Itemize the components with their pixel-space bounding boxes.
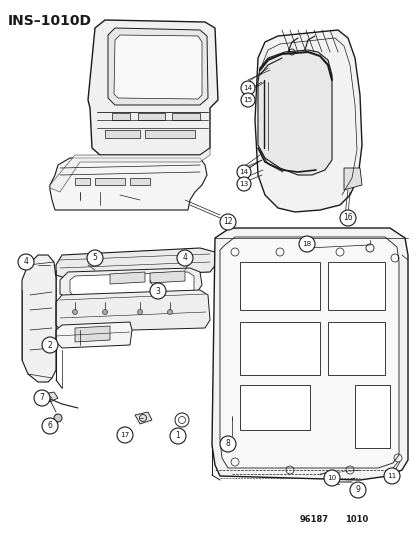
Circle shape	[384, 468, 400, 484]
Polygon shape	[22, 255, 56, 382]
Circle shape	[177, 250, 193, 266]
Polygon shape	[150, 271, 185, 283]
Circle shape	[241, 93, 255, 107]
Text: 1010: 1010	[345, 515, 368, 524]
Polygon shape	[240, 322, 320, 375]
Polygon shape	[135, 412, 152, 424]
Polygon shape	[220, 237, 399, 468]
Circle shape	[117, 427, 133, 443]
Polygon shape	[344, 168, 362, 190]
Text: 4: 4	[183, 254, 188, 262]
Circle shape	[340, 210, 356, 226]
Polygon shape	[328, 322, 385, 375]
Polygon shape	[50, 148, 210, 192]
Text: 8: 8	[226, 440, 230, 448]
Polygon shape	[108, 28, 208, 105]
Circle shape	[18, 254, 34, 270]
Circle shape	[220, 436, 236, 452]
Text: 14: 14	[239, 169, 249, 175]
Text: 18: 18	[303, 241, 312, 247]
Text: 5: 5	[93, 254, 98, 262]
Polygon shape	[172, 113, 200, 120]
Text: 3: 3	[156, 287, 161, 295]
Polygon shape	[110, 272, 145, 284]
Polygon shape	[88, 20, 218, 155]
Circle shape	[42, 418, 58, 434]
Circle shape	[150, 283, 166, 299]
Circle shape	[350, 482, 366, 498]
Polygon shape	[328, 262, 385, 310]
Text: 16: 16	[343, 214, 353, 222]
Polygon shape	[240, 385, 310, 430]
Polygon shape	[212, 228, 408, 480]
Polygon shape	[95, 178, 125, 185]
Circle shape	[34, 390, 50, 406]
Circle shape	[168, 310, 173, 314]
Text: INS–1010D: INS–1010D	[8, 14, 92, 28]
Circle shape	[170, 428, 186, 444]
Polygon shape	[75, 178, 90, 185]
Polygon shape	[56, 322, 132, 348]
Polygon shape	[240, 262, 320, 310]
Circle shape	[137, 310, 142, 314]
Circle shape	[54, 414, 62, 422]
Text: 14: 14	[243, 85, 253, 91]
Polygon shape	[255, 30, 362, 212]
Polygon shape	[138, 113, 165, 120]
Text: 2: 2	[48, 341, 52, 350]
Polygon shape	[44, 392, 58, 402]
Polygon shape	[56, 290, 210, 332]
Circle shape	[103, 310, 107, 314]
Text: 17: 17	[120, 432, 129, 438]
Polygon shape	[114, 35, 202, 99]
Circle shape	[175, 413, 189, 427]
Circle shape	[237, 177, 251, 191]
Circle shape	[241, 81, 255, 95]
Text: 10: 10	[327, 475, 337, 481]
Circle shape	[42, 337, 58, 353]
Polygon shape	[50, 158, 207, 210]
Polygon shape	[70, 272, 194, 296]
Text: 12: 12	[223, 217, 233, 227]
Polygon shape	[258, 50, 332, 175]
Text: 4: 4	[24, 257, 29, 266]
Polygon shape	[145, 130, 195, 138]
Circle shape	[87, 250, 103, 266]
Text: 9: 9	[356, 486, 361, 495]
Text: 7: 7	[39, 393, 44, 402]
Text: 15: 15	[243, 97, 253, 103]
Text: 96187: 96187	[300, 515, 329, 524]
Polygon shape	[355, 385, 390, 448]
Polygon shape	[56, 248, 218, 278]
Circle shape	[73, 310, 78, 314]
Polygon shape	[60, 268, 202, 298]
Circle shape	[220, 214, 236, 230]
Polygon shape	[105, 130, 140, 138]
Text: 13: 13	[239, 181, 249, 187]
Polygon shape	[220, 415, 242, 436]
Polygon shape	[112, 113, 130, 120]
Polygon shape	[130, 178, 150, 185]
Polygon shape	[75, 326, 110, 342]
Circle shape	[237, 165, 251, 179]
Circle shape	[299, 236, 315, 252]
Text: 1: 1	[176, 432, 181, 440]
Text: 6: 6	[48, 422, 52, 431]
Text: 11: 11	[387, 473, 397, 479]
Circle shape	[324, 470, 340, 486]
